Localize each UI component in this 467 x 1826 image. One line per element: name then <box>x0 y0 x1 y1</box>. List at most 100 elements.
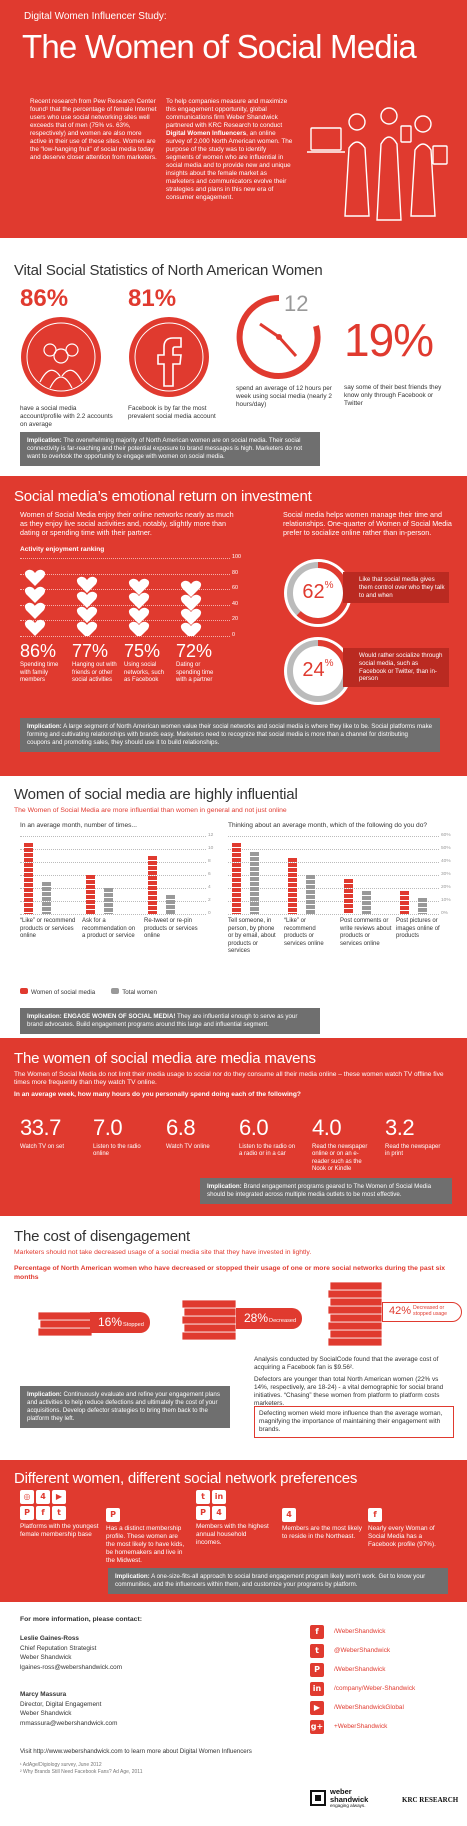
tag-value: 16% <box>98 1315 123 1329</box>
media-hours-label: Listen to the radio online <box>93 1143 141 1158</box>
contact-email-link[interactable]: lgaines-ross@webershandwick.com <box>20 1663 123 1671</box>
bar-women-of-social-media <box>344 878 353 914</box>
category-label: “Like” or recommend products or services… <box>284 918 324 947</box>
activity-enjoyment-chart: 100 80 60 40 20 0 86% Spending time with famil… <box>20 554 260 708</box>
instagram-icon: ◎ <box>20 1490 34 1504</box>
foursquare-icon: 4 <box>36 1490 50 1504</box>
stack-total: 42% Decreased or stopped usage <box>326 1272 462 1352</box>
cost-analysis: Analysis conducted by SocialCode found t… <box>254 1356 439 1371</box>
google-plus-icon: g+ <box>310 1719 324 1734</box>
social-link-row[interactable]: g+ +WeberShandwick <box>310 1717 460 1736</box>
cost-quote: Defecting women wield more influence tha… <box>254 1406 454 1438</box>
intro-text-bold: Digital Women Influencers <box>166 130 247 137</box>
prefs-title: Different women, different social networ… <box>14 1470 358 1487</box>
bar-total-women <box>418 898 427 914</box>
contact-label: For more information, please contact: <box>20 1616 142 1623</box>
social-link-row[interactable]: f/WeberShandwick <box>310 1622 460 1641</box>
gridline <box>20 862 206 863</box>
contact-person-2: Marcy Massura Director, Digital Engageme… <box>20 1690 117 1728</box>
youtube-icon: ▶ <box>310 1700 324 1715</box>
contact-company: Weber Shandwick <box>20 1710 72 1718</box>
social-link-text[interactable]: @WeberShandwick <box>334 1646 391 1654</box>
ws-logo-mark <box>310 1790 326 1807</box>
gridline <box>20 875 206 876</box>
paper-stack-icon <box>327 1281 383 1347</box>
prefs-implication: Implication: A one-size-fits-all approac… <box>108 1568 448 1595</box>
heart-icon <box>24 619 48 636</box>
social-link-text[interactable]: /WeberShandwickGlobal <box>334 1703 404 1711</box>
foursquare-icon: 4 <box>282 1508 296 1522</box>
heart-icon <box>128 607 152 624</box>
media-hours-label: Listen to the radio on a radio or in a c… <box>239 1143 296 1158</box>
bar-women-of-social-media <box>288 858 297 914</box>
intro-text-a: To help companies measure and maximize t… <box>166 98 288 129</box>
heart-stack <box>76 576 100 636</box>
clock-hours-value: 12 <box>284 291 309 316</box>
footer-section: For more information, please contact: Le… <box>0 1602 467 1826</box>
heart-value: 86% <box>20 641 57 661</box>
right-question: Thinking about an average month, which o… <box>228 822 428 829</box>
category-label: Tell someone, in person, by phone or by … <box>228 918 276 954</box>
facebook-icon: f <box>368 1508 382 1522</box>
social-link-text[interactable]: +WeberShandwick <box>334 1722 388 1730</box>
implication-label: Implication: <box>27 723 62 730</box>
gridline <box>228 875 439 876</box>
implication-label: Implication: <box>27 1391 62 1398</box>
stat-hours: 12 spend an average of 12 hours per week… <box>236 291 336 409</box>
implication-label: Implication: <box>27 437 62 444</box>
women-with-devices-illustration <box>307 107 448 221</box>
network-preferences-section: Different women, different social networ… <box>0 1460 467 1602</box>
cost-implication: Implication: Continuously evaluate and r… <box>20 1386 230 1429</box>
donut-value: 62% <box>283 580 353 605</box>
social-link-text[interactable]: /WeberShandwick <box>334 1627 386 1635</box>
implication-label: Implication: <box>115 1573 150 1580</box>
tick-label: 8 <box>208 859 211 864</box>
implication-label: Implication: <box>207 1183 242 1190</box>
heart-icon <box>76 576 100 593</box>
media-hours-value: 3.2 <box>385 1115 415 1140</box>
youtube-icon: ▶ <box>52 1490 66 1504</box>
social-link-text[interactable]: /company/Weber-Shandwick <box>334 1684 416 1692</box>
social-link-row[interactable]: P/WeberShandwick <box>310 1660 460 1679</box>
bar-total-women <box>362 890 371 914</box>
social-link-row[interactable]: t @WeberShandwick <box>310 1641 460 1660</box>
pinterest-icon: P <box>20 1506 34 1520</box>
donut-pct: % <box>324 658 334 669</box>
social-link-text[interactable]: /WeberShandwick <box>334 1665 386 1673</box>
mavens-question: In an average week, how many hours do yo… <box>14 1091 301 1099</box>
influential-title: Women of social media are highly influen… <box>14 786 298 803</box>
social-links-list: f/WeberShandwick t @WeberShandwick P/WeberS… <box>310 1622 460 1736</box>
contact-person-1: Leslie Gaines-Ross Chief Reputation Stra… <box>20 1634 122 1672</box>
heart-icon <box>180 622 204 636</box>
gridline <box>20 849 206 850</box>
contact-email-link[interactable]: mmassura@webershandwick.com <box>20 1719 118 1727</box>
ws-logo-text: weber shandwick <box>330 1787 369 1804</box>
paper-stack-icon <box>181 1299 237 1341</box>
media-mavens-section: The women of social media are media mave… <box>0 1038 467 1216</box>
chart-legend: Women of social media Total women <box>20 988 157 997</box>
tick-label: 60% <box>441 833 451 838</box>
heart-icon <box>24 569 48 586</box>
donut-value: 24% <box>283 658 353 683</box>
contact-title: Director, Digital Engagement <box>20 1700 102 1708</box>
donut-caption: Like that social media gives them contro… <box>359 576 445 599</box>
tick-label: 100 <box>232 554 241 560</box>
tick-label: 4 <box>208 885 211 890</box>
category-label: Post pictures or images online of produc… <box>396 918 440 939</box>
pref-text: Nearly every Woman of Social Media has a… <box>368 1525 436 1548</box>
clock-icon <box>236 294 321 379</box>
donut-number: 24 <box>302 659 325 681</box>
tick-label: 20 <box>232 616 238 623</box>
tick-label: 60 <box>232 585 238 592</box>
social-link-row[interactable]: ▶ /WeberShandwickGlobal <box>310 1698 460 1717</box>
bar-women-of-social-media <box>86 875 95 914</box>
tag-label: Stopped <box>123 1322 144 1328</box>
social-link-row[interactable]: in/company/Weber-Shandwick <box>310 1679 460 1698</box>
pinterest-icon: P <box>196 1506 210 1520</box>
media-hours-item: 6.0 Listen to the radio on a radio or in … <box>239 1114 312 1174</box>
bar-women-of-social-media <box>148 855 157 914</box>
facebook-icon: f <box>36 1506 50 1520</box>
implication-text: They are influential enough to serve as … <box>27 1013 298 1029</box>
visit-link[interactable]: Visit http://www.webershandwick.com to l… <box>20 1748 252 1755</box>
ws-tagline: engaging always. <box>330 1803 366 1808</box>
